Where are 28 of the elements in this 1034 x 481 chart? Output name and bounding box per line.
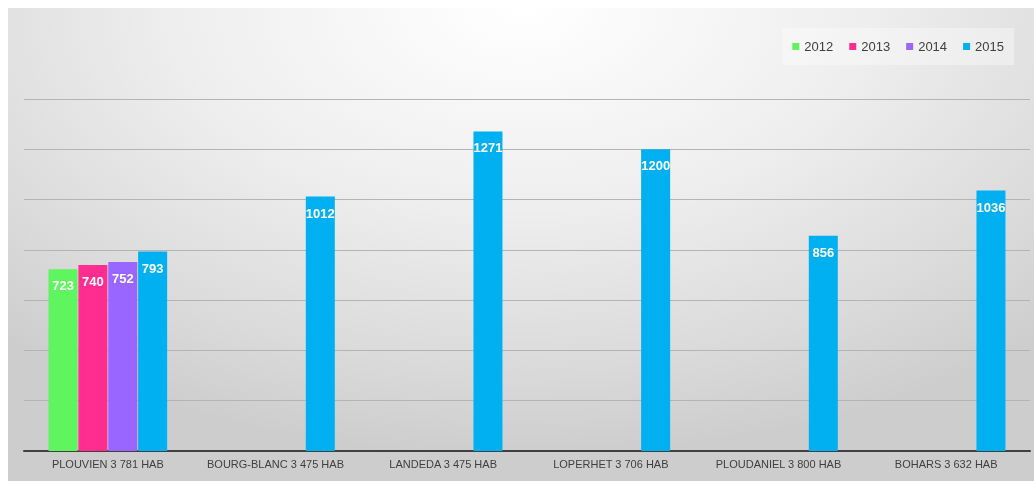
data-label: 856 [812,244,835,260]
x-tick-label: PLOUVIEN 3 781 HAB [51,457,164,470]
bar [48,269,78,451]
data-label: 793 [141,260,164,276]
data-label: 1200 [641,158,671,174]
x-tick-label: PLOUDANIEL 3 800 HAB [715,457,842,470]
bar [976,190,1006,451]
data-label: 1036 [976,199,1006,215]
bar [108,261,138,451]
bar [808,235,838,451]
x-tick-label: LANDEDA 3 475 HAB [389,457,497,470]
data-label: 740 [82,273,104,289]
legend-label: 2012 [804,39,834,54]
x-tick-label: BOHARS 3 632 HAB [894,457,998,470]
bar [78,264,108,451]
x-tick-label: LOPERHET 3 706 HAB [553,457,669,470]
bar [473,131,503,451]
bar [305,196,335,451]
bar [641,149,671,451]
data-label: 1271 [473,140,503,156]
data-label: 1012 [305,205,335,221]
legend-label: 2015 [975,39,1004,54]
bar [138,251,168,451]
legend-label: 2014 [918,39,948,54]
data-label: 752 [111,270,134,286]
legend-label: 2013 [861,39,891,54]
data-label: 723 [52,278,74,294]
x-tick-label: BOURG-BLANC 3 475 HAB [207,457,344,470]
